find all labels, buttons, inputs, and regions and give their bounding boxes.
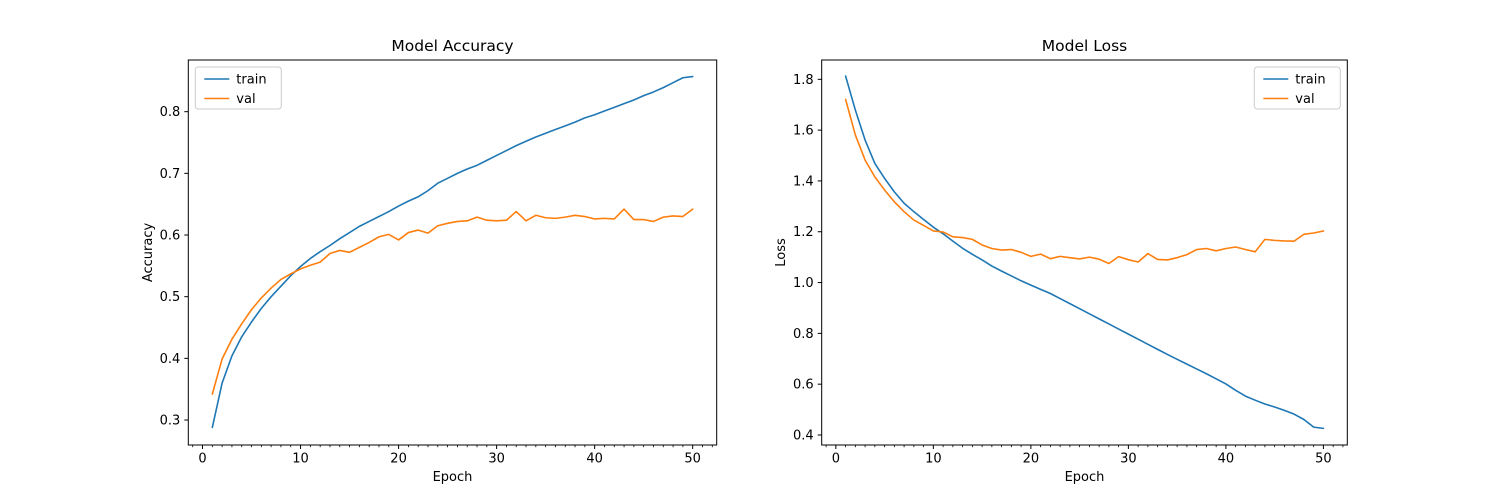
y-tick-label: 1.2: [793, 225, 814, 240]
x-tick-label: 30: [488, 452, 505, 467]
y-tick-label: 1.8: [793, 73, 814, 88]
x-axis-label: Epoch: [433, 470, 473, 485]
x-tick-label: 20: [1023, 452, 1040, 467]
val-line: [211, 208, 694, 395]
x-tick-label: 0: [832, 452, 840, 467]
legend-val-label: val: [236, 92, 255, 107]
y-axis-label: Accuracy: [141, 223, 156, 283]
x-axis-label: Epoch: [1065, 470, 1105, 485]
y-tick-label: 0.7: [160, 167, 181, 182]
legend: train val: [1253, 66, 1341, 110]
val-line: [844, 98, 1325, 265]
x-tick-label: 10: [292, 452, 309, 467]
x-tick-label: 40: [586, 452, 603, 467]
plot-title: Model Loss: [1042, 37, 1127, 55]
y-tick-label: 1.6: [793, 124, 814, 139]
x-tick-label: 30: [1120, 452, 1137, 467]
train-line: [211, 75, 694, 429]
y-tick-label: 0.5: [160, 290, 181, 305]
x-tick-label: 50: [1315, 452, 1332, 467]
y-tick-label: 0.4: [160, 352, 181, 367]
y-tick-label: 0.6: [793, 378, 814, 393]
y-tick-label: 0.3: [160, 414, 181, 429]
x-tick-label: 10: [925, 452, 942, 467]
legend-train-label: train: [236, 73, 266, 88]
legend-val-label: val: [1295, 92, 1314, 107]
x-tick-label: 50: [684, 452, 701, 467]
y-tick-label: 0.4: [793, 428, 814, 443]
y-tick-label: 0.8: [793, 327, 814, 342]
y-tick-label: 1.0: [793, 276, 814, 291]
plot-frame: [187, 59, 718, 446]
train-line: [844, 75, 1325, 430]
y-axis-label: Loss: [774, 238, 789, 267]
x-tick-label: 20: [390, 452, 407, 467]
plot-frame: [821, 59, 1348, 446]
y-tick-label: 0.8: [160, 105, 181, 120]
legend: train val: [194, 66, 282, 110]
y-tick-label: 1.4: [793, 174, 814, 189]
legend-train-label: train: [1295, 73, 1325, 88]
subplot-accuracy: 0 10 20 30 40 50 0.3 0.4 0.5 0.6 0.7 0.8 Model Accur…: [141, 37, 718, 485]
plot-title: Model Accuracy: [391, 37, 513, 55]
x-tick-label: 40: [1218, 452, 1235, 467]
subplot-loss: 0 10 20 30 40 50 0.4 0.6 0.8 1.0 1.2 1.4 1.6 1.8 Model…: [774, 37, 1348, 485]
y-tick-label: 0.6: [160, 229, 181, 244]
x-tick-label: 0: [198, 452, 206, 467]
